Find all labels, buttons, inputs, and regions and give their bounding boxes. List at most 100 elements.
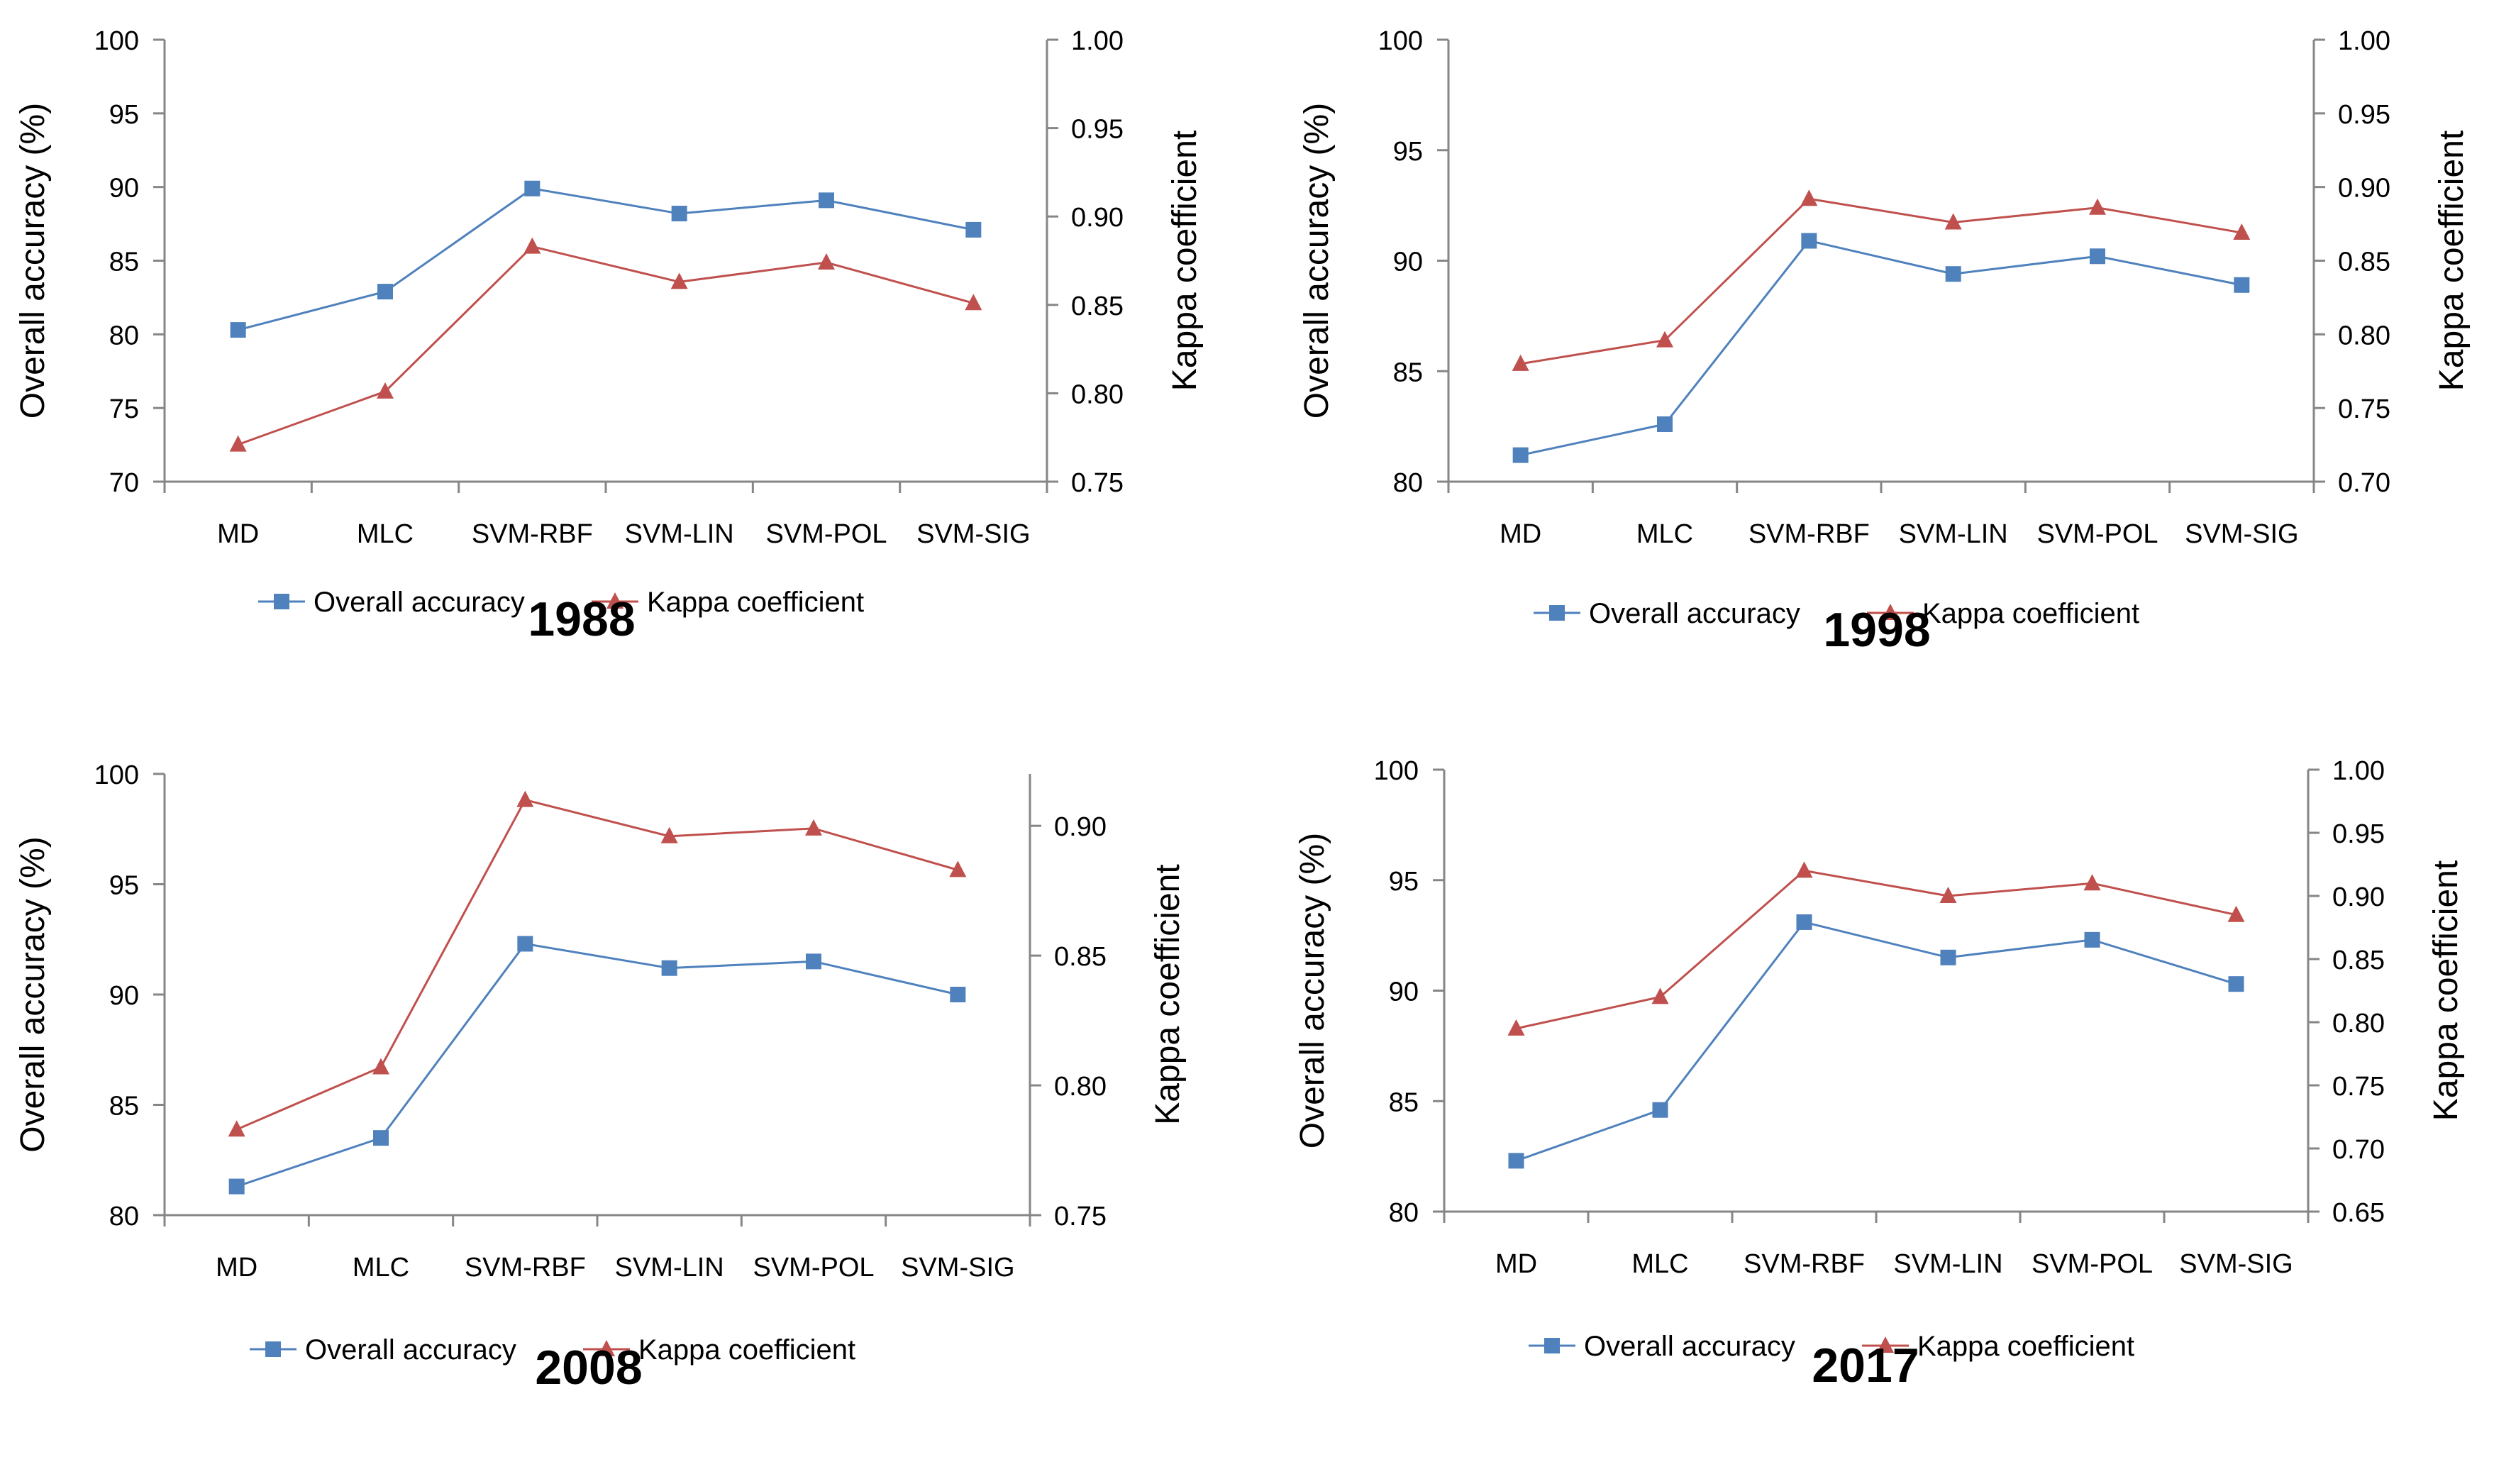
x-tick-label: SVM-RBF [465, 1253, 586, 1283]
x-tick-label: SVM-SIG [2179, 1249, 2293, 1279]
left-tick-label: 90 [109, 174, 139, 204]
legend-kappa-label: Kappa coefficient [638, 1334, 855, 1366]
left-tick-label: 90 [1389, 978, 1419, 1007]
accuracy-point [2234, 277, 2250, 293]
accuracy-point [671, 206, 687, 222]
x-tick-label: SVM-LIN [1893, 1249, 2002, 1279]
right-tick-label: 0.90 [1071, 203, 1124, 233]
legend-accuracy-label: Overall accuracy [1584, 1331, 1795, 1362]
legend-kappa-label: Kappa coefficient [647, 587, 864, 618]
right-tick-label: 0.90 [1054, 812, 1107, 842]
x-tick-label: MLC [1636, 519, 1693, 549]
right-tick-label: 0.75 [2338, 394, 2390, 424]
y-axis-title: Overall accuracy (%) [14, 103, 52, 419]
kappa-point [949, 860, 967, 877]
x-tick-label: MD [217, 519, 259, 549]
accuracy-point [819, 192, 834, 209]
kappa-point [1795, 861, 1813, 878]
y2-axis-title: Kappa coefficient [1149, 864, 1187, 1124]
kappa-point [377, 382, 394, 399]
kappa-point [2233, 223, 2251, 240]
kappa-point [1944, 213, 1962, 230]
legend-accuracy-label: Overall accuracy [1589, 598, 1800, 629]
kappa-point [818, 253, 835, 270]
legend-accuracy-label: Overall accuracy [305, 1334, 516, 1366]
right-tick-label: 0.85 [1054, 942, 1107, 972]
kappa-point [2083, 874, 2101, 891]
left-tick-label: 85 [1393, 358, 1423, 387]
x-tick-label: MLC [353, 1253, 409, 1283]
right-tick-label: 0.80 [1071, 380, 1124, 409]
accuracy-point [1801, 233, 1817, 249]
right-tick-label: 0.95 [1071, 115, 1124, 145]
accuracy-point [661, 960, 677, 976]
kappa-point [2227, 905, 2245, 922]
left-tick-label: 85 [1389, 1087, 1419, 1117]
kappa-point [372, 1058, 389, 1075]
left-tick-label: 95 [109, 100, 139, 130]
accuracy-point [524, 180, 541, 196]
x-tick-label: SVM-RBF [1744, 1249, 1865, 1279]
left-tick-label: 100 [1378, 26, 1423, 56]
accuracy-point [950, 987, 966, 1002]
kappa-series-line [236, 798, 958, 1131]
legend-accuracy-marker [1549, 605, 1565, 621]
right-tick-label: 0.70 [2332, 1135, 2385, 1165]
right-tick-label: 0.95 [2332, 819, 2385, 849]
kappa-series-line [1520, 197, 2242, 365]
y2-axis-title: Kappa coefficient [1166, 131, 1204, 391]
accuracy-series-line [1520, 239, 2242, 457]
accuracy-point [228, 1178, 245, 1195]
chart-title-2008: 2008 [535, 1341, 643, 1395]
accuracy-series-line [238, 187, 974, 331]
chart-title-2017: 2017 [1812, 1339, 1919, 1392]
kappa-point [228, 1120, 245, 1137]
x-tick-label: SVM-POL [765, 519, 887, 549]
left-tick-label: 100 [94, 760, 139, 790]
x-tick-label: SVM-RBF [472, 519, 593, 549]
x-tick-label: SVM-RBF [1748, 519, 1870, 549]
kappa-point [1512, 354, 1529, 371]
accuracy-series-line [236, 942, 958, 1187]
legend-kappa-marker [598, 1340, 615, 1356]
x-tick-label: MD [1495, 1249, 1537, 1279]
left-tick-label: 75 [109, 394, 139, 424]
kappa-point [229, 435, 247, 452]
x-tick-label: SVM-LIN [615, 1253, 724, 1283]
kappa-point [516, 790, 534, 807]
kappa-point [2089, 198, 2106, 215]
right-tick-label: 1.00 [2338, 26, 2390, 56]
left-tick-label: 90 [1393, 248, 1423, 277]
y-axis-title: Overall accuracy (%) [1294, 833, 1331, 1148]
legend-kappa-marker [1882, 604, 1899, 620]
legend-accuracy-marker [274, 594, 289, 609]
kappa-point [1651, 987, 1669, 1004]
x-tick-label: SVM-POL [753, 1253, 874, 1283]
kappa-series-line [238, 245, 974, 446]
legend-kappa-label: Kappa coefficient [1922, 598, 2139, 629]
accuracy-point [377, 284, 393, 300]
accuracy-point [230, 322, 246, 338]
left-tick-label: 95 [1389, 867, 1419, 897]
kappa-point [1800, 189, 1818, 206]
right-tick-label: 0.80 [2332, 1009, 2385, 1039]
y-axis-title: Overall accuracy (%) [1298, 103, 1336, 419]
right-tick-label: 0.95 [2338, 100, 2390, 130]
left-tick-label: 80 [1389, 1198, 1419, 1228]
accuracy-point [1512, 447, 1529, 463]
right-tick-label: 0.75 [1054, 1202, 1107, 1231]
x-tick-label: SVM-POL [2032, 1249, 2153, 1279]
left-tick-label: 100 [94, 26, 139, 56]
x-tick-label: SVM-SIG [901, 1253, 1014, 1283]
x-tick-label: MD [1500, 519, 1541, 549]
accuracy-point [1657, 416, 1673, 433]
left-tick-label: 80 [1393, 468, 1423, 498]
chart-title-1998: 1998 [1823, 603, 1931, 657]
left-tick-label: 85 [109, 248, 139, 277]
accuracy-point [965, 221, 982, 238]
x-tick-label: MLC [1631, 1249, 1688, 1279]
accuracy-point [517, 936, 533, 952]
kappa-point [523, 237, 541, 254]
